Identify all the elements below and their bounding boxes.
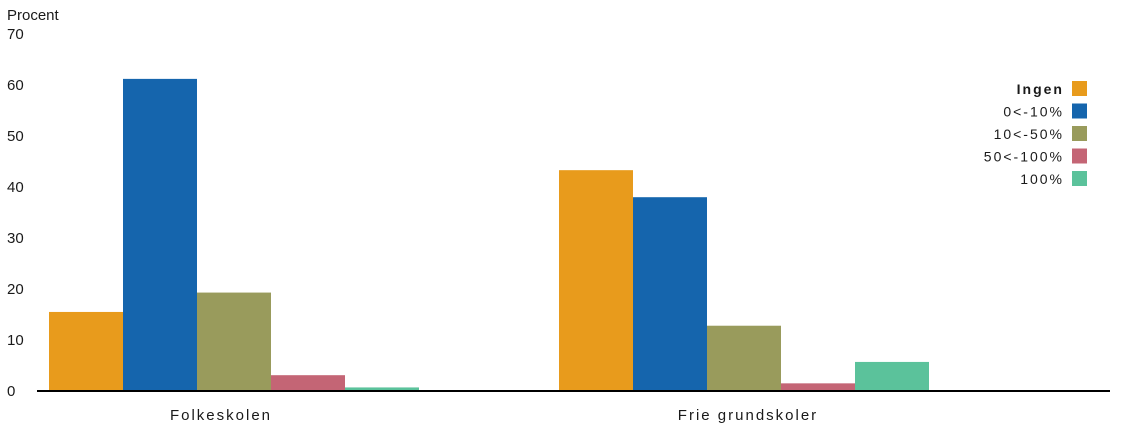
y-tick-label: 20 bbox=[7, 281, 24, 298]
bar bbox=[49, 311, 123, 391]
legend-label: 0<-10% bbox=[1003, 104, 1064, 120]
y-tick-label: 30 bbox=[7, 230, 24, 247]
legend-label: 10<-50% bbox=[994, 126, 1064, 142]
legend-swatch bbox=[1072, 81, 1087, 96]
legend: Ingen 0<-10% 10<-50% 50<-100% 100% bbox=[984, 81, 1087, 187]
bar bbox=[781, 383, 855, 391]
y-tick-label: 0 bbox=[7, 383, 15, 400]
y-axis-label: Procent bbox=[7, 7, 60, 24]
x-tick-label: Folkeskolen bbox=[170, 407, 272, 424]
legend-label: 100% bbox=[1020, 171, 1064, 187]
legend-label: Ingen bbox=[1017, 81, 1064, 97]
y-tick-label: 50 bbox=[7, 128, 24, 145]
bar bbox=[123, 78, 197, 391]
y-axis: 0 10 20 30 40 50 60 70 bbox=[7, 26, 24, 400]
y-tick-label: 40 bbox=[7, 179, 24, 196]
bar bbox=[559, 170, 633, 391]
y-tick-label: 70 bbox=[7, 26, 24, 43]
y-tick-label: 10 bbox=[7, 332, 24, 349]
bar bbox=[633, 197, 707, 391]
legend-swatch bbox=[1072, 126, 1087, 141]
bars bbox=[49, 78, 929, 391]
legend-swatch bbox=[1072, 171, 1087, 186]
legend-label: 50<-100% bbox=[984, 149, 1064, 165]
x-tick-label: Frie grundskoler bbox=[678, 407, 818, 424]
y-tick-label: 60 bbox=[7, 77, 24, 94]
bar bbox=[707, 325, 781, 391]
bar bbox=[271, 375, 345, 391]
bar bbox=[197, 292, 271, 391]
bar bbox=[855, 361, 929, 391]
legend-swatch bbox=[1072, 148, 1087, 164]
legend-swatch bbox=[1072, 103, 1087, 119]
x-axis: Folkeskolen Frie grundskoler bbox=[170, 407, 818, 424]
bar bbox=[345, 387, 419, 391]
